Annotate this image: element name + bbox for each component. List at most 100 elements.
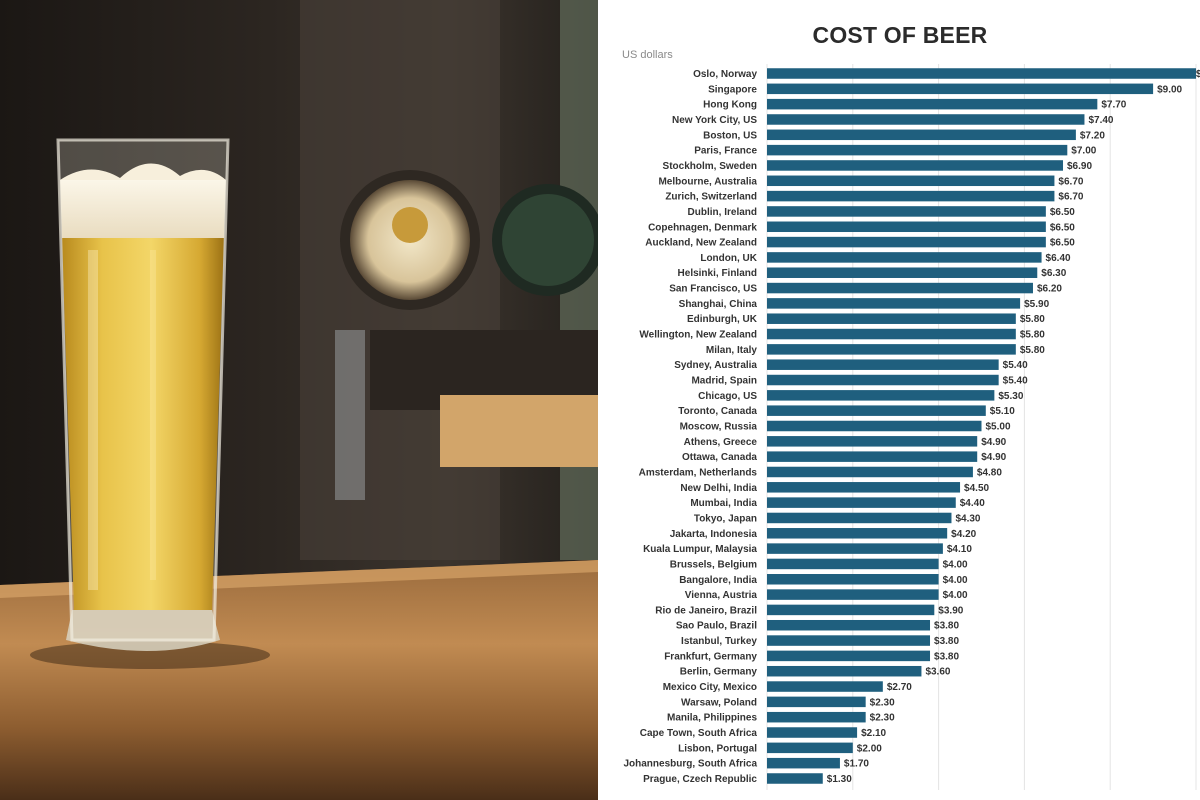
value-label: $2.30 bbox=[870, 713, 895, 724]
category-label: Chicago, US bbox=[698, 391, 757, 402]
bar bbox=[767, 512, 952, 524]
bar bbox=[767, 650, 931, 662]
value-label: $3.80 bbox=[934, 651, 959, 662]
bar bbox=[767, 436, 978, 447]
bar bbox=[767, 420, 982, 432]
category-label: Toronto, Canada bbox=[678, 406, 757, 417]
category-label: Manila, Philippines bbox=[667, 713, 757, 724]
value-label: $3.80 bbox=[934, 636, 959, 647]
bar bbox=[767, 711, 866, 723]
bar bbox=[767, 451, 978, 462]
value-label: $6.40 bbox=[1046, 253, 1071, 264]
category-label: Boston, US bbox=[703, 130, 757, 141]
bar bbox=[767, 98, 1098, 110]
bar bbox=[767, 83, 1154, 95]
bar bbox=[767, 497, 956, 508]
bar bbox=[767, 175, 1055, 187]
category-label: Stockholm, Sweden bbox=[663, 161, 757, 172]
category-label: Oslo, Norway bbox=[693, 69, 757, 80]
bar bbox=[767, 589, 939, 600]
category-label: Auckland, New Zealand bbox=[645, 238, 757, 249]
category-label: Amsterdam, Netherlands bbox=[639, 467, 758, 478]
value-label: $6.30 bbox=[1041, 268, 1066, 279]
value-label: $3.80 bbox=[934, 621, 959, 632]
category-label: Mumbai, India bbox=[690, 498, 757, 509]
category-label: New York City, US bbox=[672, 115, 757, 126]
value-label: $1.70 bbox=[844, 759, 869, 770]
category-label: Ottawa, Canada bbox=[682, 452, 757, 463]
value-label: $4.10 bbox=[947, 544, 972, 555]
bar bbox=[767, 742, 853, 754]
bar bbox=[767, 727, 858, 738]
category-label: Madrid, Spain bbox=[691, 376, 757, 387]
value-label: $2.30 bbox=[870, 697, 895, 708]
bar bbox=[767, 543, 943, 554]
value-label: $3.60 bbox=[925, 667, 950, 678]
bar bbox=[767, 114, 1085, 125]
chart-title: COST OF BEER bbox=[812, 22, 988, 48]
category-label: San Francisco, US bbox=[669, 284, 757, 295]
category-label: Dublin, Ireland bbox=[688, 207, 757, 218]
value-label: $6.50 bbox=[1050, 238, 1075, 249]
value-label: $7.00 bbox=[1071, 146, 1096, 157]
category-label: Melbourne, Australia bbox=[658, 176, 757, 187]
category-label: Copehnagen, Denmark bbox=[648, 222, 757, 233]
category-label: Cape Town, South Africa bbox=[640, 728, 758, 739]
value-label: $4.90 bbox=[981, 437, 1006, 448]
bar bbox=[767, 313, 1016, 324]
category-label: Istanbul, Turkey bbox=[681, 636, 757, 647]
category-label: Johannesburg, South Africa bbox=[623, 759, 757, 770]
beer-photo bbox=[0, 0, 598, 800]
bar bbox=[767, 298, 1021, 309]
value-label: $9.00 bbox=[1157, 84, 1182, 95]
value-label: $5.80 bbox=[1020, 345, 1045, 356]
bar bbox=[767, 129, 1076, 141]
bar bbox=[767, 773, 823, 784]
bar bbox=[767, 574, 939, 585]
value-label: $6.70 bbox=[1058, 176, 1083, 187]
bar bbox=[767, 665, 922, 677]
bar bbox=[767, 328, 1016, 340]
category-label: New Delhi, India bbox=[680, 483, 757, 494]
category-label: Tokyo, Japan bbox=[694, 513, 757, 524]
category-label: Rio de Janeiro, Brazil bbox=[655, 605, 757, 616]
bar bbox=[767, 344, 1016, 355]
bar bbox=[767, 757, 840, 769]
value-label: $3.90 bbox=[938, 605, 963, 616]
value-label: $4.00 bbox=[943, 590, 968, 601]
bar bbox=[767, 144, 1068, 156]
value-label: $1.30 bbox=[827, 774, 852, 785]
bar bbox=[767, 267, 1038, 278]
category-label: Vienna, Austria bbox=[685, 590, 758, 601]
category-label: Moscow, Russia bbox=[680, 422, 758, 433]
chart-units-label: US dollars bbox=[622, 49, 673, 61]
value-label: $5.10 bbox=[990, 406, 1015, 417]
category-label: Singapore bbox=[708, 84, 757, 95]
value-label: $6.50 bbox=[1050, 222, 1075, 233]
bar bbox=[767, 405, 986, 416]
category-label: Hong Kong bbox=[703, 100, 757, 111]
category-label: Mexico City, Mexico bbox=[663, 682, 757, 693]
category-label: Bangalore, India bbox=[679, 575, 757, 586]
bar bbox=[767, 68, 1196, 79]
bar bbox=[767, 528, 948, 539]
value-label: $5.30 bbox=[998, 391, 1023, 402]
category-label: Sydney, Australia bbox=[674, 360, 757, 371]
value-label: $6.50 bbox=[1050, 207, 1075, 218]
value-label: $5.80 bbox=[1020, 330, 1045, 341]
category-label: Wellington, New Zealand bbox=[639, 330, 757, 341]
category-label: Milan, Italy bbox=[706, 345, 758, 356]
value-label: $2.70 bbox=[887, 682, 912, 693]
category-label: Warsaw, Poland bbox=[681, 697, 757, 708]
value-label: $5.90 bbox=[1024, 299, 1049, 310]
bar bbox=[767, 558, 939, 570]
category-label: Jakarta, Indonesia bbox=[670, 529, 758, 540]
category-label: Prague, Czech Republic bbox=[643, 774, 757, 785]
bar bbox=[767, 374, 999, 386]
value-label: $6.20 bbox=[1037, 284, 1062, 295]
bar bbox=[767, 252, 1042, 263]
category-label: Athens, Greece bbox=[684, 437, 758, 448]
bar bbox=[767, 190, 1055, 202]
bar bbox=[767, 160, 1064, 171]
category-label: Berlin, Germany bbox=[680, 667, 758, 678]
